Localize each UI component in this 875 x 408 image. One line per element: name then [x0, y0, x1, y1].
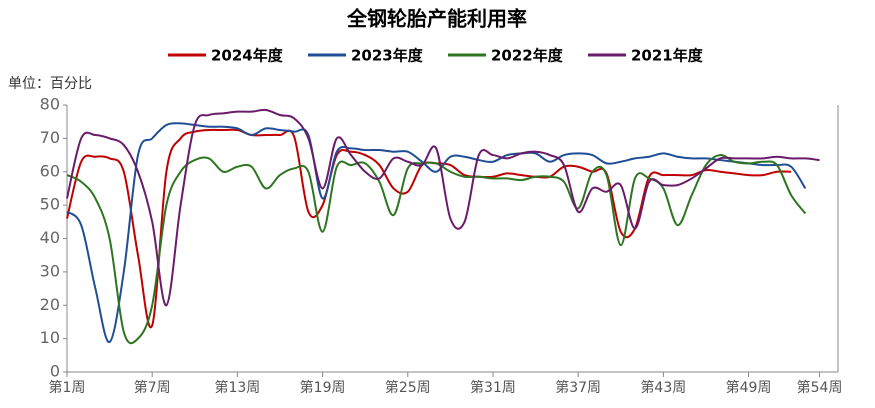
y-tick-label: 40: [40, 228, 60, 247]
legend-label: 2022年度: [491, 47, 564, 65]
x-tick-label: 第54周: [797, 379, 843, 396]
x-tick-label: 第31周: [470, 379, 516, 396]
legend-label: 2024年度: [211, 47, 284, 65]
y-tick-label: 70: [40, 128, 60, 147]
legend: 2024年度 2023年度 2022年度 2021年度: [168, 47, 704, 65]
y-tick-label: 60: [40, 161, 60, 180]
y-tick-label: 20: [40, 295, 60, 314]
legend-label: 2023年度: [351, 47, 424, 65]
x-tick-label: 第37周: [555, 379, 601, 396]
series-line: [66, 128, 792, 329]
legend-label: 2021年度: [631, 47, 704, 65]
series-line: [66, 122, 807, 343]
y-tick-label: 80: [40, 95, 60, 114]
chart-title: 全钢轮胎产能利用率: [346, 7, 527, 31]
y-tick-label: 0: [50, 362, 60, 381]
series-line: [66, 154, 807, 345]
series-line: [66, 108, 820, 307]
x-tick-label: 第7周: [134, 379, 171, 396]
y-tick-label: 50: [40, 195, 60, 214]
x-tick-label: 第13周: [214, 379, 260, 396]
y-axis-label: 单位：百分比: [8, 76, 92, 92]
x-tick-label: 第49周: [726, 379, 772, 396]
y-tick-label: 10: [40, 328, 60, 347]
x-tick-label: 第25周: [385, 379, 431, 396]
y-tick-label: 30: [40, 261, 60, 280]
x-tick-label: 第43周: [640, 379, 686, 396]
x-tick-label: 第1周: [49, 379, 86, 396]
x-tick-label: 第19周: [300, 379, 346, 396]
